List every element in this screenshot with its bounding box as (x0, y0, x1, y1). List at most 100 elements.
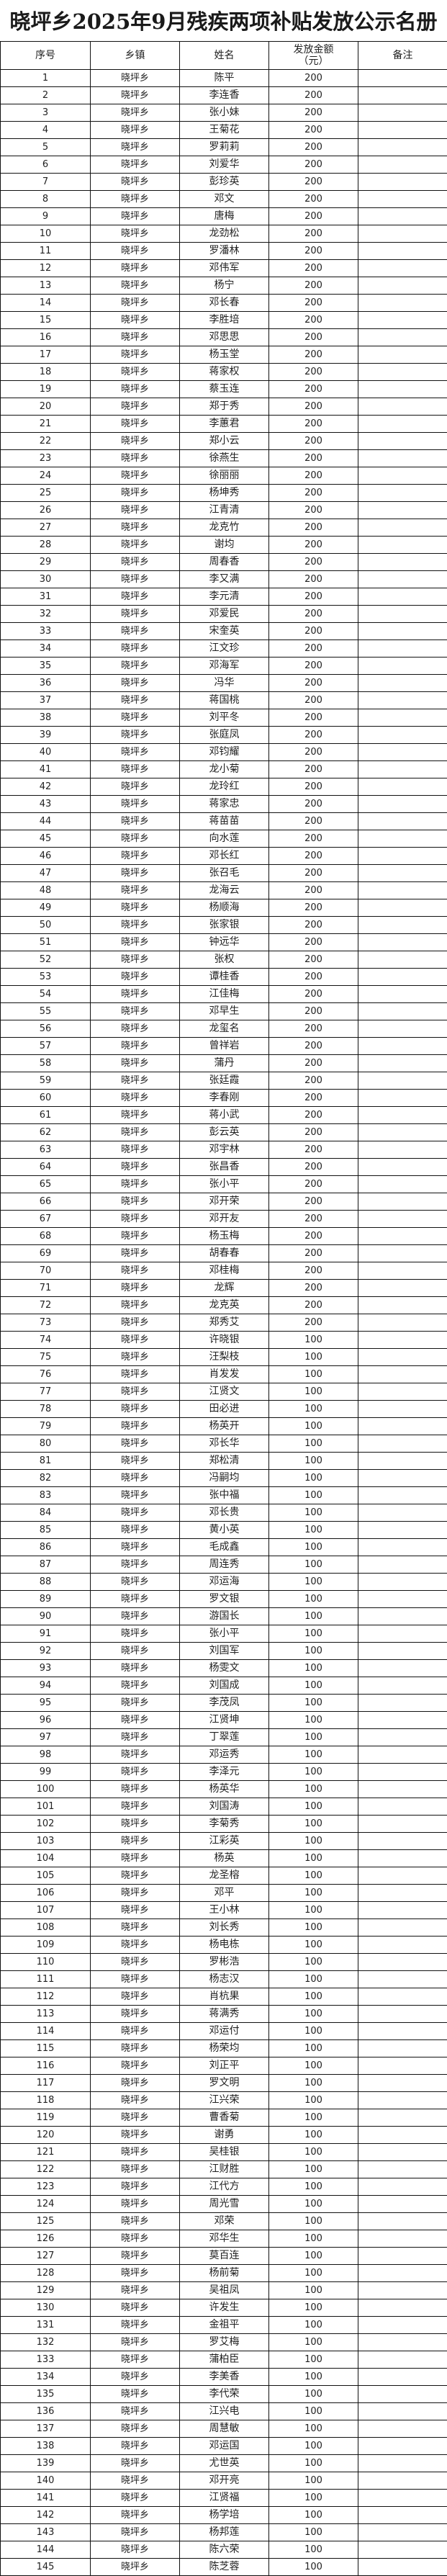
row-amount: 100 (268, 2506, 358, 2524)
row-amount: 200 (268, 294, 358, 312)
row-amount: 100 (268, 1694, 358, 1712)
row-note (358, 1331, 447, 1349)
row-note (358, 2558, 447, 2576)
row-amount: 100 (268, 1365, 358, 1383)
row-name: 谭桂香 (179, 968, 269, 986)
row-note (358, 173, 447, 191)
row-number: 13 (0, 277, 91, 295)
table-row: 65 晓坪乡 张小平 200 (0, 1175, 447, 1193)
row-note (358, 1314, 447, 1332)
table-row: 55 晓坪乡 邓早生 200 (0, 1002, 447, 1020)
row-note (358, 467, 447, 485)
row-note (358, 1849, 447, 1867)
row-township: 晓坪乡 (90, 2351, 180, 2369)
row-township: 晓坪乡 (90, 1193, 180, 1211)
row-name: 李胜培 (179, 311, 269, 329)
row-note (358, 1625, 447, 1643)
row-name: 杨玉梅 (179, 1227, 269, 1245)
row-amount: 200 (268, 1244, 358, 1262)
row-number: 3 (0, 104, 91, 122)
row-note (358, 1452, 447, 1470)
row-number: 127 (0, 2247, 91, 2265)
row-number: 106 (0, 1884, 91, 1902)
row-amount: 200 (268, 173, 358, 191)
table-row: 97 晓坪乡 丁翠莲 100 (0, 1728, 447, 1746)
row-amount: 200 (268, 674, 358, 692)
row-township: 晓坪乡 (90, 657, 180, 675)
row-number: 70 (0, 1262, 91, 1280)
row-number: 41 (0, 760, 91, 778)
row-note (358, 2402, 447, 2420)
row-name: 徐丽丽 (179, 467, 269, 485)
row-name: 龙克竹 (179, 519, 269, 537)
table-row: 35 晓坪乡 邓海军 200 (0, 657, 447, 675)
row-name: 邓运秀 (179, 1746, 269, 1764)
row-number: 112 (0, 1988, 91, 2006)
row-amount: 200 (268, 1210, 358, 1228)
row-note (358, 1504, 447, 1522)
row-name: 张中福 (179, 1486, 269, 1504)
row-township: 晓坪乡 (90, 1123, 180, 1141)
row-name: 蒲柏臣 (179, 2351, 269, 2369)
table-row: 34 晓坪乡 江文珍 200 (0, 639, 447, 658)
row-amount: 200 (268, 380, 358, 398)
table-row: 6 晓坪乡 刘爱华 200 (0, 156, 447, 174)
row-note (358, 1988, 447, 2006)
row-amount: 200 (268, 467, 358, 485)
row-amount: 200 (268, 536, 358, 554)
row-township: 晓坪乡 (90, 1884, 180, 1902)
row-number: 44 (0, 812, 91, 830)
table-row: 18 晓坪乡 蒋家权 200 (0, 363, 447, 381)
row-note (358, 1037, 447, 1055)
row-name: 江青清 (179, 501, 269, 519)
table-row: 47 晓坪乡 张召毛 200 (0, 864, 447, 882)
row-number: 118 (0, 2091, 91, 2109)
row-number: 60 (0, 1089, 91, 1107)
table-header-row: 序号 乡镇 姓名 发放金额 （元） 备注 (0, 41, 447, 70)
row-amount: 200 (268, 1279, 358, 1297)
row-township: 晓坪乡 (90, 795, 180, 813)
row-number: 105 (0, 1867, 91, 1885)
row-name: 江文珍 (179, 639, 269, 658)
row-name: 杨邦莲 (179, 2523, 269, 2541)
row-amount: 200 (268, 225, 358, 243)
row-number: 29 (0, 553, 91, 571)
row-amount: 200 (268, 951, 358, 969)
row-township: 晓坪乡 (90, 1244, 180, 1262)
row-number: 91 (0, 1625, 91, 1643)
row-number: 126 (0, 2230, 91, 2248)
row-township: 晓坪乡 (90, 225, 180, 243)
row-name: 邓文 (179, 190, 269, 208)
row-township: 晓坪乡 (90, 1763, 180, 1781)
row-number: 18 (0, 363, 91, 381)
row-amount: 100 (268, 2385, 358, 2403)
row-name: 蒋满秀 (179, 2005, 269, 2023)
row-note (358, 2541, 447, 2559)
row-note (358, 830, 447, 848)
row-amount: 200 (268, 398, 358, 416)
row-note (358, 1348, 447, 1366)
row-township: 晓坪乡 (90, 1694, 180, 1712)
row-note (358, 2489, 447, 2507)
row-township: 晓坪乡 (90, 2109, 180, 2127)
row-amount: 100 (268, 1728, 358, 1746)
row-note (358, 2143, 447, 2161)
table-row: 144 晓坪乡 陈六荣 100 (0, 2541, 447, 2559)
row-note (358, 242, 447, 260)
row-amount: 100 (268, 2022, 358, 2040)
table-row: 121 晓坪乡 吴桂银 100 (0, 2143, 447, 2161)
row-name: 邓运付 (179, 2022, 269, 2040)
row-note (358, 1089, 447, 1107)
row-amount: 200 (268, 1106, 358, 1124)
table-row: 137 晓坪乡 周慧敏 100 (0, 2420, 447, 2438)
row-township: 晓坪乡 (90, 1918, 180, 1937)
row-number: 38 (0, 709, 91, 727)
row-number: 142 (0, 2506, 91, 2524)
table-row: 131 晓坪乡 金祖平 100 (0, 2316, 447, 2334)
row-amount: 200 (268, 121, 358, 139)
row-number: 51 (0, 933, 91, 951)
table-row: 99 晓坪乡 李泽元 100 (0, 1763, 447, 1781)
row-amount: 100 (268, 2558, 358, 2576)
row-name: 宋奎英 (179, 622, 269, 640)
row-name: 邓钧耀 (179, 743, 269, 761)
